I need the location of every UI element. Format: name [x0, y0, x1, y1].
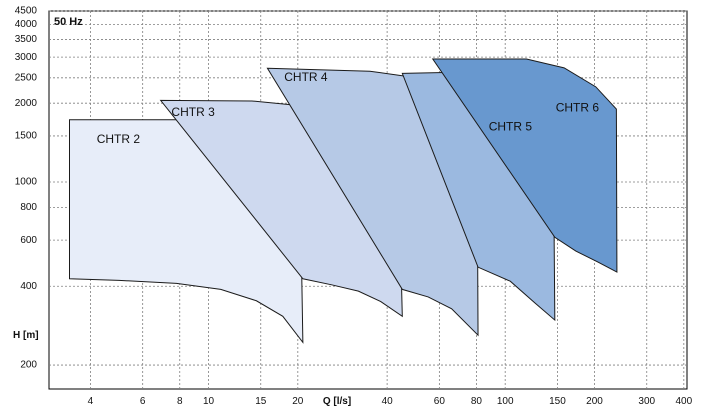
y-tick-label-1500: 1500: [15, 131, 38, 142]
series-label-chtr-4: CHTR 4: [284, 70, 328, 84]
x-tick-label-6: 6: [140, 396, 146, 407]
y-tick-label-800: 800: [20, 202, 37, 213]
x-tick-label-60: 60: [434, 396, 446, 407]
y-tick-label-4500: 4500: [15, 6, 38, 17]
x-tick-label-400: 400: [675, 396, 692, 407]
series-label-chtr-5: CHTR 5: [489, 119, 533, 133]
x-tick-label-100: 100: [497, 396, 514, 407]
x-tick-label-8: 8: [177, 396, 183, 407]
y-axis-title: H [m]: [13, 330, 39, 341]
x-tick-label-300: 300: [638, 396, 655, 407]
frequency-label: 50 Hz: [54, 16, 83, 28]
x-tick-label-150: 150: [549, 396, 566, 407]
x-tick-label-20: 20: [292, 396, 304, 407]
y-tick-label-4000: 4000: [15, 19, 38, 30]
y-tick-label-3500: 3500: [15, 34, 38, 45]
y-tick-label-600: 600: [20, 235, 37, 246]
x-tick-label-40: 40: [382, 396, 394, 407]
y-tick-label-3000: 3000: [15, 52, 38, 63]
y-tick-label-200: 200: [20, 360, 37, 371]
y-tick-label-400: 400: [20, 281, 37, 292]
series-label-chtr-3: CHTR 3: [171, 105, 215, 119]
axis-layer: 4 6 8 10 15 20 40 60 80 100 150 200 300 400 200 400 600 8…: [13, 6, 693, 407]
series-label-chtr-6: CHTR 6: [556, 101, 600, 115]
series-label-chtr-2: CHTR 2: [97, 132, 141, 146]
y-tick-label-1000: 1000: [15, 177, 38, 188]
y-tick-label-2500: 2500: [15, 72, 38, 83]
y-tick-label-2000: 2000: [15, 98, 38, 109]
x-tick-label-10: 10: [203, 396, 215, 407]
x-tick-label-15: 15: [255, 396, 267, 407]
x-tick-label-200: 200: [586, 396, 603, 407]
series-layer: [69, 58, 618, 344]
x-tick-label-4: 4: [88, 396, 94, 407]
x-axis-title: Q [l/s]: [323, 396, 351, 407]
label-layer: CHTR 2 CHTR 3 CHTR 4 CHTR 5 CHTR 6: [97, 70, 600, 146]
x-tick-label-80: 80: [471, 396, 483, 407]
series-area-chtr-6: [431, 58, 618, 273]
